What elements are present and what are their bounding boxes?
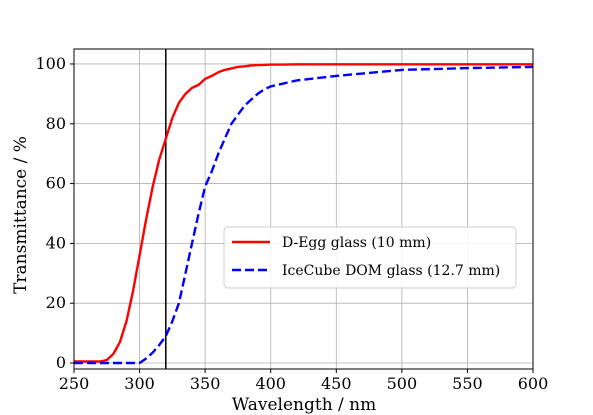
x-tick-label: 500	[387, 374, 418, 393]
y-tick-label: 80	[46, 114, 66, 133]
legend-label-icecube: IceCube DOM glass (12.7 mm)	[282, 263, 500, 279]
x-tick-label: 250	[59, 374, 90, 393]
series-lines	[74, 63, 534, 365]
series-line-icecube	[74, 65, 534, 365]
x-tick-label: 350	[190, 374, 221, 393]
y-axis-label: Transmittance / %	[11, 136, 31, 294]
legend: D-Egg glass (10 mm) IceCube DOM glass (1…	[223, 226, 517, 289]
y-axis-ticks: 0 20 40 60 80 100	[35, 54, 74, 372]
x-tick-label: 300	[124, 374, 155, 393]
series-line-d-egg	[74, 63, 533, 363]
x-tick-label: 550	[452, 374, 483, 393]
x-tick-label: 600	[518, 374, 549, 393]
y-tick-label: 100	[35, 54, 66, 73]
y-tick-label: 0	[56, 353, 66, 372]
plot-frame	[73, 48, 534, 370]
y-tick-label: 20	[46, 293, 66, 312]
x-axis-ticks: 250 300 350 400 450 500 550 600	[59, 369, 549, 393]
x-tick-label: 400	[255, 374, 286, 393]
y-tick-label: 60	[46, 174, 66, 193]
y-tick-label: 40	[46, 233, 66, 252]
legend-box	[223, 226, 517, 289]
x-tick-label: 450	[321, 374, 352, 393]
legend-label-d-egg: D-Egg glass (10 mm)	[282, 235, 431, 251]
grid-lines	[73, 49, 534, 369]
x-axis-label: Wavelength / nm	[232, 395, 377, 415]
